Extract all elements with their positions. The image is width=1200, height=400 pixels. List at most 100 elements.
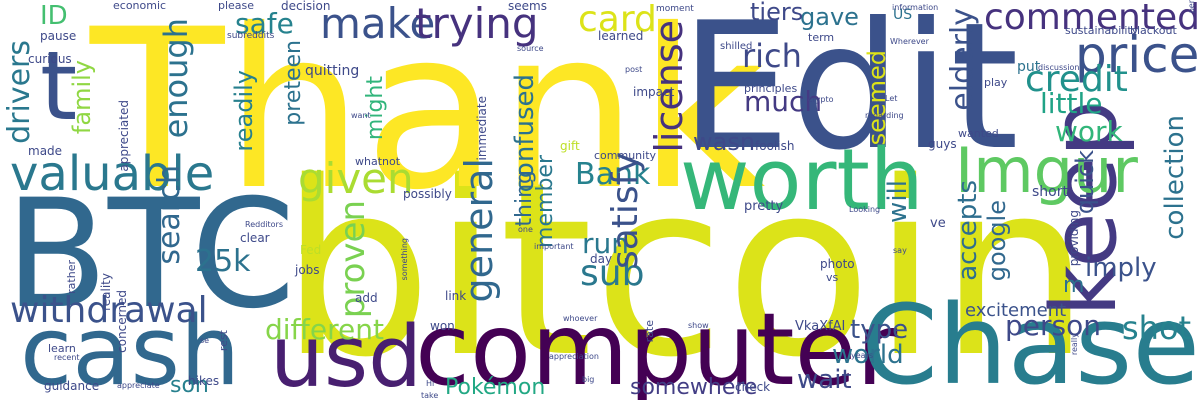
word-type: type	[850, 315, 909, 345]
word-vkaxfai: VkaXfAI	[795, 319, 846, 334]
word-information: information	[892, 3, 939, 12]
word-shilled: shilled	[720, 41, 753, 52]
word-per: per	[1187, 0, 1196, 14]
word-commented: commented	[983, 0, 1200, 38]
word-search: search	[152, 165, 187, 265]
word-given: given	[298, 154, 414, 203]
word-bank: Bank	[575, 157, 651, 192]
word-link: link	[445, 289, 467, 303]
word-show: show	[688, 321, 709, 330]
word-valuable: valuable	[10, 146, 215, 202]
word-computer: computer	[415, 291, 898, 400]
word-se: se	[200, 336, 210, 345]
word-community: community	[594, 149, 657, 162]
word-short: short	[1032, 184, 1068, 200]
word-m: m	[1063, 273, 1085, 298]
word-rather: rather	[65, 260, 78, 294]
word-take: take	[421, 391, 439, 400]
word-quick: quick	[1071, 150, 1099, 215]
word-usd: usd	[270, 308, 423, 400]
word-possibly: possibly	[403, 187, 452, 201]
word-regarding: regarding	[865, 111, 904, 120]
word-wanted: wanted	[958, 127, 999, 140]
word-vs: vs	[826, 271, 839, 284]
word-safe: safe	[235, 7, 294, 40]
word-whatnot: whatnot	[355, 155, 401, 168]
word-general: general	[457, 158, 501, 303]
word-made: made	[28, 144, 63, 158]
word-term: term	[808, 31, 835, 44]
word-recent: recent	[54, 353, 80, 362]
word-decision: decision	[281, 0, 331, 13]
word-world: world	[832, 340, 904, 370]
word-bitcoin: bitcoin	[280, 130, 1091, 400]
word-will: will	[883, 180, 913, 223]
word-excitement: excitement	[965, 300, 1067, 321]
word-really: really	[1070, 333, 1079, 356]
word-clear: clear	[240, 231, 270, 245]
word-tiers: tiers	[750, 0, 804, 26]
word-thank: Thank	[90, 0, 766, 238]
word-impact: impact	[633, 85, 675, 99]
word-guidance: guidance	[44, 379, 100, 393]
word-pretty: pretty	[744, 199, 784, 214]
word-source: source	[517, 44, 544, 53]
word-photo: photo	[820, 257, 855, 271]
word-say: say	[893, 246, 907, 255]
word-cash: cash	[20, 297, 241, 400]
word-imgur: Imgur	[955, 134, 1138, 207]
word-wherever: Wherever	[890, 37, 929, 46]
word-quitting: quitting	[305, 63, 360, 79]
word-btc: BTC	[5, 168, 296, 342]
word-25k: 25k	[195, 244, 251, 279]
word-somewhere: somewhere	[630, 375, 758, 400]
word-gave: gave	[800, 3, 859, 31]
word-enough: enough	[157, 18, 195, 139]
word-different: different	[265, 313, 384, 346]
word-price: price	[1075, 26, 1200, 84]
word-worth: worth	[680, 131, 924, 230]
word-fed: Fed	[300, 243, 322, 257]
word-reality: reality	[99, 273, 113, 311]
word-readily: readily	[230, 70, 258, 152]
word-member: member	[533, 155, 558, 248]
word-much: much	[744, 85, 823, 118]
word-edit: Edit	[680, 0, 1019, 189]
word-satisfy: satisfy	[605, 152, 646, 270]
word-play: play	[984, 76, 1008, 89]
word-want: want	[351, 111, 371, 120]
word-won: won	[430, 319, 455, 333]
word-jobs: jobs	[295, 263, 320, 277]
word-ve: ve	[930, 216, 946, 231]
word-hikes: hikes	[188, 374, 220, 388]
word-whoever: whoever	[563, 314, 598, 323]
word-gift: gift	[560, 139, 580, 153]
word-subreddits: subreddits	[227, 31, 275, 41]
word-put: put	[1017, 59, 1041, 75]
word-little: little	[1040, 87, 1103, 120]
word-appreciated: appreciated	[117, 100, 131, 172]
word-chase: Chase	[861, 281, 1200, 400]
word-person: person	[1005, 309, 1101, 342]
word-us: US	[893, 7, 913, 23]
word-day: day	[590, 252, 613, 266]
word-google: google	[983, 200, 1011, 282]
word-crypto: crypto	[808, 95, 834, 104]
word-foolish: foolish	[755, 139, 795, 153]
word-discussion: discussion	[1038, 63, 1080, 72]
word-make: make	[320, 0, 436, 48]
word-one: one	[518, 225, 533, 234]
word-redditors: Redditors	[245, 220, 283, 229]
word-work: work	[1055, 115, 1123, 148]
word-rest: rest	[217, 330, 230, 352]
word-years: years	[851, 351, 874, 360]
word-moment: moment	[656, 4, 694, 14]
word-rate: rate	[643, 320, 656, 343]
word-let: Let	[885, 94, 898, 103]
word-learned: learned	[598, 29, 644, 43]
word-immediate: immediate	[475, 96, 489, 161]
word-providing: providing	[1067, 210, 1081, 267]
word-blackout: blackout	[1130, 24, 1177, 37]
word-guys: guys	[928, 137, 957, 151]
